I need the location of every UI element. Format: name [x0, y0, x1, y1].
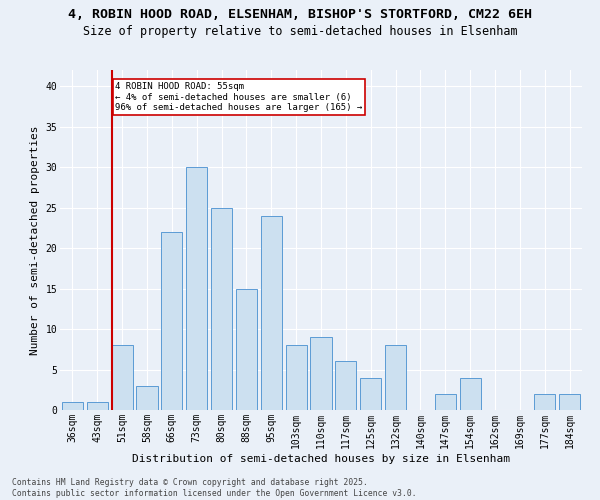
- Bar: [261, 216, 282, 410]
- Bar: [62, 402, 83, 410]
- Bar: [460, 378, 481, 410]
- Bar: [136, 386, 158, 410]
- Bar: [211, 208, 232, 410]
- X-axis label: Distribution of semi-detached houses by size in Elsenham: Distribution of semi-detached houses by …: [132, 454, 510, 464]
- Bar: [559, 394, 580, 410]
- Bar: [186, 167, 207, 410]
- Text: Contains HM Land Registry data © Crown copyright and database right 2025.
Contai: Contains HM Land Registry data © Crown c…: [12, 478, 416, 498]
- Bar: [236, 288, 257, 410]
- Bar: [435, 394, 456, 410]
- Text: 4, ROBIN HOOD ROAD, ELSENHAM, BISHOP'S STORTFORD, CM22 6EH: 4, ROBIN HOOD ROAD, ELSENHAM, BISHOP'S S…: [68, 8, 532, 20]
- Text: Size of property relative to semi-detached houses in Elsenham: Size of property relative to semi-detach…: [83, 25, 517, 38]
- Y-axis label: Number of semi-detached properties: Number of semi-detached properties: [30, 125, 40, 355]
- Bar: [534, 394, 555, 410]
- Bar: [87, 402, 108, 410]
- Bar: [335, 362, 356, 410]
- Bar: [112, 345, 133, 410]
- Bar: [310, 337, 332, 410]
- Bar: [161, 232, 182, 410]
- Bar: [385, 345, 406, 410]
- Bar: [286, 345, 307, 410]
- Bar: [360, 378, 381, 410]
- Text: 4 ROBIN HOOD ROAD: 55sqm
← 4% of semi-detached houses are smaller (6)
96% of sem: 4 ROBIN HOOD ROAD: 55sqm ← 4% of semi-de…: [115, 82, 362, 112]
